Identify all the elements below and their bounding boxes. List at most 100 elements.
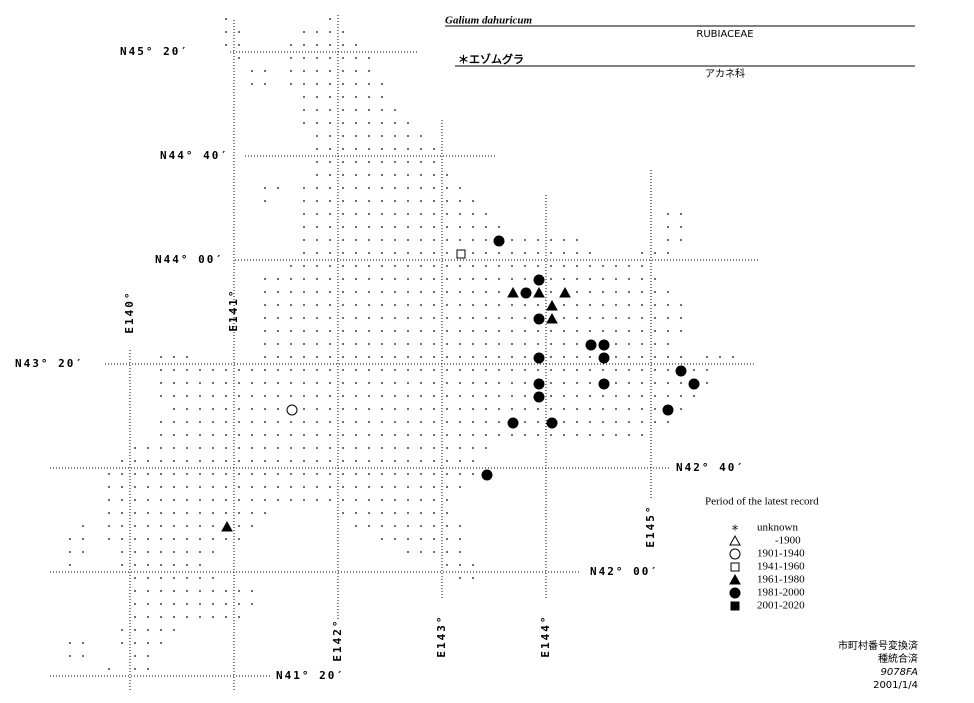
mesh-dot [238,434,240,436]
mesh-dot [498,265,500,267]
mesh-dot [446,447,448,449]
mesh-dot [251,369,253,371]
mesh-dot [199,382,201,384]
mesh-dot [329,187,331,189]
mesh-dot [342,473,344,475]
mesh-dot [550,330,552,332]
mesh-dot [147,447,149,449]
mesh-dot [329,83,331,85]
mesh-dot [472,473,474,475]
legend-label: unknown [757,522,798,534]
mesh-dot [251,70,253,72]
mesh-dot [147,512,149,514]
mesh-dot [342,239,344,241]
mesh-dot [524,421,526,423]
mesh-dot [238,499,240,501]
latitude-label: N44° 00′ [155,253,224,266]
mesh-dot [485,369,487,371]
record-1981-2000 [507,417,519,429]
mesh-dot [446,187,448,189]
mesh-dot [628,330,630,332]
mesh-dot [667,291,669,293]
mesh-dot [433,226,435,228]
mesh-dot [329,109,331,111]
mesh-dot [251,83,253,85]
mesh-dot [654,304,656,306]
mesh-dot [173,447,175,449]
mesh-dot [420,460,422,462]
mesh-dot [381,161,383,163]
longitude-label: E144° [539,614,552,657]
mesh-dot [303,213,305,215]
mesh-dot [264,460,266,462]
mesh-dot [524,356,526,358]
mesh-dot [238,369,240,371]
mesh-dot [342,70,344,72]
mesh-dot [459,577,461,579]
mesh-dot [563,421,565,423]
mesh-dot [316,317,318,319]
mesh-dot [316,395,318,397]
mesh-dot [654,252,656,254]
mesh-dot [355,239,357,241]
mesh-dot [446,343,448,345]
mesh-dot [472,577,474,579]
footer-note: 9078FA [881,667,919,678]
mesh-dot [342,213,344,215]
mesh-dot [589,434,591,436]
mesh-dot [290,447,292,449]
mesh-dot [485,343,487,345]
mesh-dot [368,330,370,332]
mesh-dot [381,226,383,228]
mesh-dot [472,291,474,293]
mesh-dot [381,187,383,189]
mesh-dot [160,473,162,475]
mesh-dot [407,122,409,124]
mesh-dot [368,460,370,462]
mesh-dot [329,460,331,462]
mesh-dot [355,343,357,345]
mesh-dot [511,408,513,410]
mesh-dot [589,265,591,267]
mesh-dot [251,421,253,423]
mesh-dot [264,317,266,319]
mesh-dot [368,421,370,423]
mesh-dot [537,434,539,436]
mesh-dot [199,447,201,449]
mesh-dot [407,187,409,189]
mesh-dot [446,174,448,176]
mesh-dot [394,369,396,371]
mesh-dot [667,382,669,384]
mesh-dot [576,252,578,254]
mesh-dot [277,434,279,436]
mesh-dot [121,538,123,540]
mesh-dot [342,486,344,488]
mesh-dot [277,369,279,371]
mesh-dot [498,382,500,384]
mesh-dot [433,330,435,332]
mesh-dot [277,447,279,449]
mesh-dot [394,135,396,137]
mesh-dot [524,434,526,436]
mesh-dot [433,447,435,449]
longitude-label: E143° [435,614,448,657]
mesh-dot [420,551,422,553]
mesh-dot [381,278,383,280]
mesh-dot [251,603,253,605]
mesh-dot [186,447,188,449]
mesh-dot [680,356,682,358]
mesh-dot [407,382,409,384]
mesh-dot [303,57,305,59]
mesh-dot [381,122,383,124]
mesh-dot [290,382,292,384]
mesh-dot [394,109,396,111]
mesh-dot [472,252,474,254]
mesh-dot [615,434,617,436]
mesh-dot [69,538,71,540]
mesh-dot [524,278,526,280]
mesh-dot [589,304,591,306]
mesh-dot [394,278,396,280]
mesh-dot [381,135,383,137]
mesh-dot [498,291,500,293]
